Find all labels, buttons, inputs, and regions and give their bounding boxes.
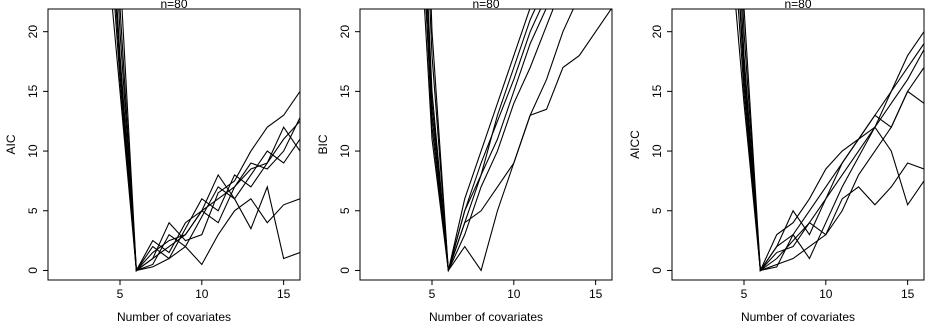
x-tick-label: 5 [429, 287, 436, 301]
x-tick-label: 15 [901, 287, 915, 301]
x-axis-label: Number of covariates [429, 310, 543, 324]
x-tick-label: 15 [589, 287, 603, 301]
plot-frame [359, 8, 613, 281]
y-tick-label: 10 [26, 144, 40, 158]
chart-title: n=80 [784, 0, 811, 11]
x-tick-label: 15 [277, 287, 291, 301]
lines [111, 9, 300, 273]
plot-frame [671, 8, 925, 281]
chart-title: n=80 [472, 0, 499, 11]
chart-title: n=80 [160, 0, 187, 11]
panel: n=80 Number of covariates AIC 5 10 15 0 5 10 15 20 [4, 0, 301, 324]
y-tick-label: 20 [338, 25, 352, 39]
y-tick-label: 20 [650, 25, 664, 39]
y-tick-label: 10 [338, 144, 352, 158]
y-tick-label: 0 [338, 267, 352, 274]
x-axis-label: Number of covariates [741, 310, 855, 324]
y-axis-label: BIC [316, 134, 330, 154]
lines [735, 9, 924, 273]
line [115, 9, 300, 273]
y-tick-label: 15 [338, 84, 352, 98]
x-axis-label: Number of covariates [117, 310, 231, 324]
x-tick-label: 10 [507, 287, 521, 301]
line [739, 9, 924, 273]
x-tick-label: 10 [195, 287, 209, 301]
y-tick-label: 20 [26, 25, 40, 39]
x-tick-label: 5 [741, 287, 748, 301]
line [743, 9, 924, 272]
line [430, 9, 547, 271]
panel: n=80 Number of covariates BIC 5 10 15 0 5 10 15 20 [316, 0, 613, 324]
y-tick-label: 5 [26, 207, 40, 214]
y-axis-label: AICC [628, 130, 642, 159]
y-tick-label: 15 [650, 84, 664, 98]
panel: n=80 Number of covariates AICC 5 10 15 0 5 10 15 2… [628, 0, 925, 324]
y-tick-label: 0 [26, 267, 40, 274]
y-tick-label: 5 [650, 207, 664, 214]
x-tick-label: 10 [819, 287, 833, 301]
x-tick-label: 5 [117, 287, 124, 301]
y-tick-label: 15 [26, 84, 40, 98]
line [121, 9, 300, 272]
y-tick-label: 0 [650, 267, 664, 274]
y-axis-label: AIC [4, 134, 18, 154]
plot-frame [47, 8, 301, 281]
y-tick-label: 5 [338, 207, 352, 214]
lines [424, 9, 612, 273]
y-tick-label: 10 [650, 144, 664, 158]
